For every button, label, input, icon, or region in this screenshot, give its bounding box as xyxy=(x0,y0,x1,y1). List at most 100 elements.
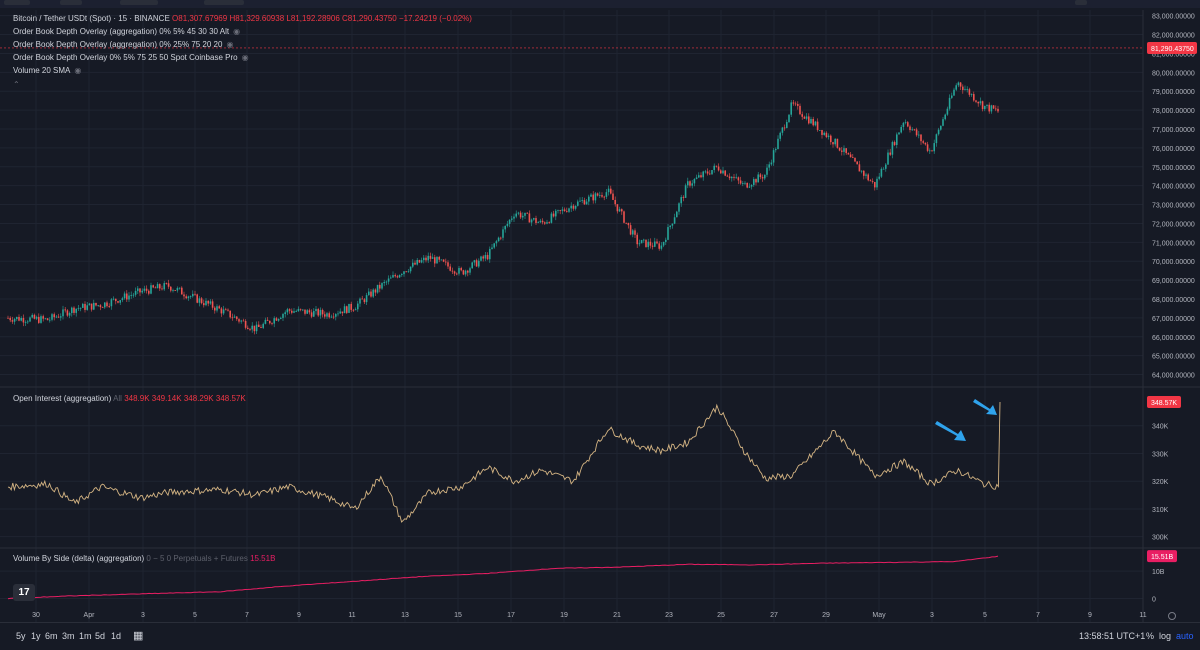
eye-icon[interactable]: ◉ xyxy=(241,53,249,62)
eye-icon[interactable]: ◉ xyxy=(74,66,82,75)
candle-body xyxy=(566,210,568,212)
timeframe-1y[interactable]: 1y xyxy=(31,631,41,641)
ohlc-open: O81,307.67969 xyxy=(172,14,228,23)
indicator-legend-2[interactable]: Order Book Depth Overlay (aggregation) 0… xyxy=(13,39,233,50)
time-tick-label: 9 xyxy=(297,612,301,619)
candle-body xyxy=(310,312,313,317)
candle-body xyxy=(38,316,40,323)
candle-body xyxy=(33,314,36,319)
oi-legend[interactable]: Open Interest (aggregation) All 348.9K 3… xyxy=(13,393,246,404)
candle-body xyxy=(231,317,234,319)
candle-body xyxy=(44,318,47,320)
indicator-legend-1[interactable]: Order Book Depth Overlay (aggregation) 0… xyxy=(13,26,240,37)
main-title[interactable]: Bitcoin / Tether USDt (Spot) · 15 · BINA… xyxy=(13,14,170,23)
candle-body xyxy=(242,320,245,322)
vbs-params: 0 − 5 0 Perpetuals + Futures xyxy=(146,554,248,563)
candle-body xyxy=(759,174,762,178)
time-tick-label: May xyxy=(872,612,886,619)
time-tick-label: Apr xyxy=(84,612,96,619)
candle-body xyxy=(662,241,665,246)
candle-body xyxy=(779,132,781,139)
percent-toggle[interactable]: % xyxy=(1146,631,1155,641)
candle-body xyxy=(645,239,647,248)
candle-body xyxy=(9,317,11,321)
eye-icon[interactable]: ◉ xyxy=(233,27,241,36)
candle-body xyxy=(150,285,152,294)
log-toggle[interactable]: log xyxy=(1159,631,1172,641)
candle-body xyxy=(207,300,209,304)
candle-body xyxy=(849,154,852,158)
candle-body xyxy=(581,200,583,201)
candle-body xyxy=(161,288,163,290)
candle-body xyxy=(495,241,498,244)
open-interest-line xyxy=(7,401,1001,523)
oi-value-4: 348.57K xyxy=(215,394,246,403)
candle-body xyxy=(643,239,645,241)
candle-body xyxy=(801,114,803,117)
candle-body xyxy=(869,180,872,182)
settings-icon[interactable] xyxy=(1168,612,1176,620)
candle-body xyxy=(227,309,229,311)
candle-body xyxy=(280,317,282,319)
candle-body xyxy=(918,134,920,136)
timeframe-5d[interactable]: 5d xyxy=(95,631,106,641)
candle-body xyxy=(937,129,940,135)
candle-body xyxy=(458,268,460,274)
oi-tick-label: 330K xyxy=(1152,451,1169,458)
candle-body xyxy=(398,275,401,278)
candle-body xyxy=(73,307,75,313)
collapse-icon[interactable]: ⌃ xyxy=(13,80,20,89)
candle-body xyxy=(269,320,271,324)
candle-body xyxy=(924,142,927,145)
calendar-icon[interactable]: ▦ xyxy=(133,630,144,642)
candle-body xyxy=(541,220,544,223)
candle-body xyxy=(805,116,808,119)
candle-body xyxy=(568,208,570,212)
candle-body xyxy=(427,255,429,261)
auto-toggle[interactable]: auto xyxy=(1176,631,1194,641)
candle-body xyxy=(865,174,867,176)
candle-body xyxy=(618,209,621,212)
candle-body xyxy=(904,122,907,123)
candle-body xyxy=(797,104,799,106)
candle-body xyxy=(456,273,458,275)
oi-last-badge xyxy=(1147,395,1181,408)
candle-body xyxy=(31,314,33,318)
candle-body xyxy=(555,210,557,217)
indicator-legend-3[interactable]: Order Book Depth Overlay 0% 5% 75 25 50 … xyxy=(13,52,249,63)
indicator-legend-4[interactable]: Volume 20 SMA ◉ xyxy=(13,65,81,76)
timeframe-1d[interactable]: 1d xyxy=(111,631,122,641)
candle-body xyxy=(431,257,434,259)
eye-icon[interactable]: ◉ xyxy=(226,40,234,49)
candle-body xyxy=(467,270,469,273)
candle-body xyxy=(913,129,916,131)
candle-body xyxy=(264,319,267,324)
timeframe-6m[interactable]: 6m xyxy=(45,631,58,641)
clock-readout[interactable]: 13:58:51 UTC+1 xyxy=(1079,631,1146,641)
candle-body xyxy=(330,316,333,318)
timeframe-3m[interactable]: 3m xyxy=(62,631,75,641)
timeframe-1m[interactable]: 1m xyxy=(79,631,92,641)
candle-body xyxy=(966,89,968,90)
vbs-legend[interactable]: Volume By Side (delta) (aggregation) 0 −… xyxy=(13,553,275,564)
candle-body xyxy=(238,319,240,322)
timeframe-5y[interactable]: 5y xyxy=(16,631,26,641)
candle-body xyxy=(799,105,801,115)
candle-body xyxy=(480,256,482,261)
candle-body xyxy=(803,116,806,119)
tradingview-logo-icon[interactable]: 17 xyxy=(13,584,35,601)
candle-body xyxy=(973,94,975,101)
candle-body xyxy=(742,183,744,184)
candle-body xyxy=(60,316,62,318)
candle-body xyxy=(141,290,143,293)
candle-body xyxy=(106,302,108,307)
candle-body xyxy=(174,290,176,291)
candle-body xyxy=(291,310,293,313)
candle-body xyxy=(724,170,726,176)
candle-body xyxy=(233,316,236,318)
time-tick-label: 30 xyxy=(32,612,40,619)
candle-body xyxy=(130,295,132,296)
candle-body xyxy=(671,223,674,226)
oi-tick-label: 310K xyxy=(1152,507,1169,514)
